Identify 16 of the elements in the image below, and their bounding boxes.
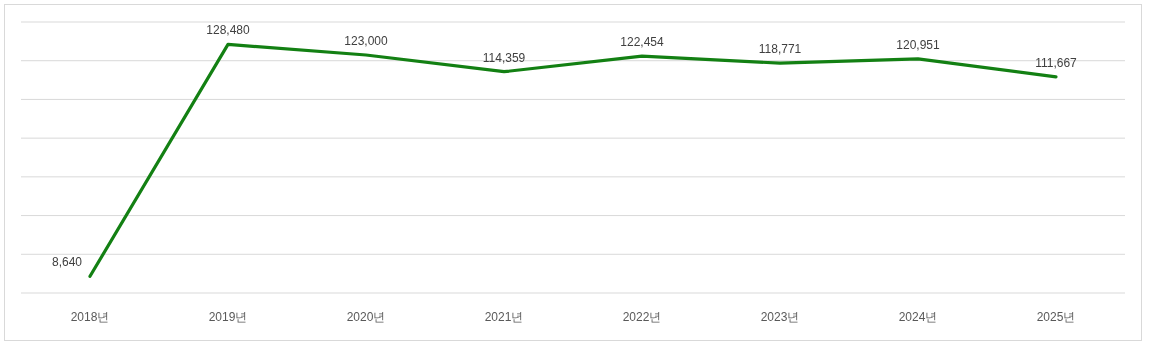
x-tick-label: 2020년 <box>346 310 386 324</box>
data-label: 114,359 <box>482 50 526 65</box>
data-label: 123,000 <box>344 33 389 48</box>
data-label: 122,454 <box>620 35 665 50</box>
x-tick-label: 2019년 <box>208 310 248 324</box>
data-label: 8,640 <box>51 255 83 270</box>
data-label: 118,771 <box>758 42 802 57</box>
x-tick-label: 2023년 <box>760 310 800 324</box>
x-tick-label: 2024년 <box>898 310 938 324</box>
data-label: 120,951 <box>896 37 941 52</box>
x-tick-label: 2022년 <box>622 310 662 324</box>
data-label: 128,480 <box>206 23 251 38</box>
x-tick-label: 2018년 <box>70 310 110 324</box>
x-tick-label: 2021년 <box>484 310 524 324</box>
data-label: 111,667 <box>1035 55 1078 70</box>
x-tick-label: 2025년 <box>1036 310 1076 324</box>
